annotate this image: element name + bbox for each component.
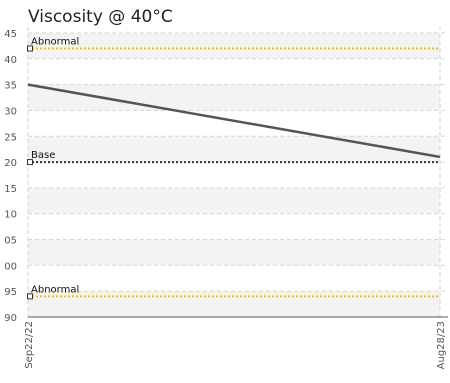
x-tick-label: Aug28/23 — [436, 321, 447, 369]
plot-band — [28, 265, 440, 292]
y-tick-labels: 45 40 35 30 25 20 15 10 05 00 95 90 — [4, 29, 17, 324]
y-tick-label: 30 — [4, 106, 17, 117]
y-tick-label: 45 — [4, 29, 17, 40]
reference-marker — [27, 159, 33, 166]
x-tick-label: Sep22/22 — [24, 321, 35, 369]
reference-marker — [27, 293, 33, 300]
plot-band — [28, 136, 440, 163]
plot-band — [28, 84, 440, 111]
y-tick-label: 05 — [4, 236, 17, 247]
y-tick-label: 20 — [4, 158, 17, 169]
reference-label: Abnormal — [31, 36, 79, 47]
plot-band — [28, 162, 440, 188]
y-tick-label: 15 — [4, 184, 17, 195]
y-tick-label: 25 — [4, 132, 17, 143]
plot-band — [28, 33, 440, 59]
y-tick-label: 90 — [4, 313, 17, 324]
plot-band — [28, 58, 440, 85]
plot-band — [28, 110, 440, 137]
reference-label: Base — [31, 150, 55, 161]
plot-bands — [28, 33, 440, 317]
plot-band — [28, 213, 440, 240]
plot-band — [28, 187, 440, 214]
y-tick-label: 00 — [4, 261, 17, 272]
series-lines — [27, 83, 441, 159]
chart-title: Viscosity @ 40°C — [28, 7, 173, 27]
plot-band — [28, 239, 440, 266]
plot-band — [28, 291, 440, 317]
y-tick-label: 10 — [4, 210, 17, 221]
y-tick-label: 35 — [4, 81, 17, 92]
y-tick-label: 95 — [4, 287, 17, 298]
x-tick-labels: Sep22/22 Aug28/23 — [24, 321, 447, 369]
y-tick-label: 40 — [4, 55, 17, 66]
reference-marker — [27, 45, 33, 52]
reference-lines: Abnormal Base Abnormal — [27, 36, 440, 300]
series-line — [27, 83, 441, 159]
reference-label: Abnormal — [31, 284, 79, 295]
